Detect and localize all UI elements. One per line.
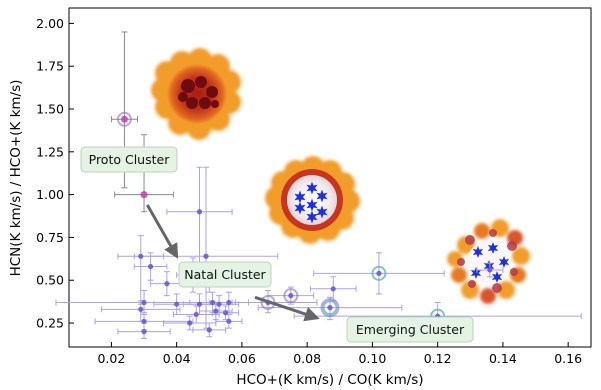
data-point-28 [376, 270, 382, 276]
annotation-natal-text: Natal Cluster [184, 267, 266, 282]
x-tick-label-1: 0.04 [163, 351, 191, 366]
data-point-30 [487, 267, 493, 273]
error-bar-23 [215, 313, 243, 329]
data-point-25 [288, 293, 294, 299]
y-tick-label-2: 0.75 [36, 230, 64, 245]
ring-purple-25 [283, 288, 299, 304]
ring-purple-26 [320, 298, 340, 318]
data-point-26 [327, 305, 333, 311]
data-point-3 [147, 263, 154, 270]
x-tick-label-0: 0.02 [97, 351, 125, 366]
x-tick-label-3: 0.08 [293, 351, 321, 366]
natal-star-3 [306, 198, 318, 212]
ring-teal-28 [371, 265, 387, 281]
emerging-cluster-illustration [447, 219, 530, 304]
data-point-8 [164, 281, 170, 287]
data-point-22 [206, 327, 212, 333]
arrows-layer [145, 204, 320, 322]
emerging-star-1 [487, 242, 499, 254]
data-point-4 [196, 209, 203, 215]
data-point-13 [174, 301, 180, 307]
emerging-star-0 [472, 246, 484, 258]
data-point-11 [226, 299, 232, 306]
annotation-emerging: Emerging Cluster [346, 316, 474, 343]
y-tick-label-6: 1.75 [36, 59, 64, 74]
data-point-23 [226, 318, 232, 324]
natal-star-4 [294, 201, 306, 215]
annotation-proto: Proto Cluster [80, 146, 178, 173]
data-point-14 [193, 311, 199, 318]
ring-purple-0 [116, 111, 132, 127]
x-axis-label: HCO+(K km/s) / CO(K km/s) [236, 372, 423, 388]
proto-cluster-illustration [151, 48, 241, 140]
data-point-10 [209, 299, 216, 306]
x-tick-label-4: 0.10 [358, 351, 386, 366]
data-point-0 [120, 115, 128, 123]
data-point-9 [196, 301, 203, 307]
data-point-17 [141, 299, 147, 306]
data-point-5 [203, 253, 209, 259]
y-tick-label-1: 0.50 [36, 273, 64, 288]
ring-teal-26 [322, 300, 338, 316]
natal-star-6 [306, 210, 318, 224]
natal-stars [294, 181, 328, 224]
emerging-star-2 [498, 256, 510, 268]
data-point-20 [141, 328, 147, 335]
annotation-proto-text: Proto Cluster [89, 152, 171, 167]
y-tick-label-0: 0.25 [36, 316, 64, 331]
x-axis: 0.02 0.04 0.06 0.08 0.10 0.12 0.14 0.16 [97, 342, 582, 366]
data-point-15 [213, 308, 219, 314]
natal-star-5 [316, 205, 328, 219]
annotation-natal-box [178, 261, 272, 288]
x-tick-label-6: 0.14 [489, 351, 517, 366]
data-point-12 [216, 301, 222, 307]
y-tick-label-7: 2.00 [36, 16, 64, 31]
x-tick-label-2: 0.06 [228, 351, 256, 366]
y-axis-label: HCN(K km/s) / HCO+(K km/s) [8, 80, 24, 277]
x-tick-label-5: 0.12 [424, 351, 452, 366]
data-point-16 [223, 310, 229, 316]
annotation-emerging-box [346, 316, 474, 343]
natal-cluster-illustration [265, 156, 360, 244]
data-point-27 [330, 286, 336, 292]
x-tick-label-7: 0.16 [554, 351, 582, 366]
data-point-1 [140, 191, 148, 199]
annotation-natal: Natal Cluster [178, 261, 272, 288]
annotation-proto-box [80, 146, 178, 173]
natal-star-0 [306, 181, 318, 195]
emerging-star-5 [491, 271, 503, 283]
y-tick-label-4: 1.25 [36, 144, 64, 159]
natal-star-1 [294, 190, 306, 204]
emerging-star-4 [470, 267, 482, 279]
evolution-arrow-0 [145, 204, 179, 259]
natal-star-2 [316, 189, 328, 203]
y-axis: 0.25 0.50 0.75 1.00 1.25 1.50 1.75 2.00 [36, 16, 74, 331]
emerging-stars [470, 242, 510, 283]
y-tick-label-3: 1.00 [36, 187, 64, 202]
data-point-18 [138, 306, 144, 312]
evolution-arrow-1 [254, 295, 320, 322]
data-point-19 [141, 318, 147, 324]
points-layer [120, 115, 493, 335]
data-point-21 [187, 320, 193, 326]
emerging-star-3 [483, 260, 495, 272]
annotation-emerging-text: Emerging Cluster [356, 322, 465, 337]
data-point-2 [138, 253, 144, 259]
y-tick-label-5: 1.50 [36, 102, 64, 117]
